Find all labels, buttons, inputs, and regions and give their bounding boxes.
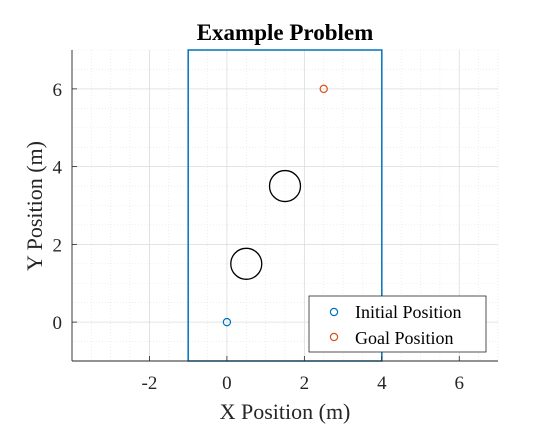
obstacles — [230, 169, 302, 280]
x-tick-label: 6 — [455, 373, 465, 394]
legend-marker-initial-position — [329, 307, 339, 317]
legend-label-goal-position: Goal Position — [355, 328, 454, 348]
legend-marker-goal-position — [329, 332, 339, 342]
chart-title: Example Problem — [197, 20, 374, 45]
data-points — [222, 84, 328, 327]
y-tick-label: 2 — [53, 235, 63, 256]
y-tick-label: 0 — [53, 313, 63, 334]
y-tick-label: 6 — [53, 80, 63, 101]
obstacle-circle-1 — [230, 247, 263, 280]
x-axis-label: X Position (m) — [220, 399, 351, 424]
legend-label-initial-position: Initial Position — [355, 302, 462, 322]
legend-box — [308, 295, 487, 353]
tick-labels: -2 0 2 4 6 0 2 4 6 — [53, 80, 465, 394]
x-tick-label: -2 — [142, 373, 158, 394]
x-tick-label: 2 — [300, 373, 310, 394]
x-tick-label: 0 — [222, 373, 232, 394]
y-tick-label: 4 — [53, 158, 63, 179]
legend[interactable]: Initial Position Goal Position — [308, 295, 487, 353]
x-tick-label: 4 — [377, 373, 387, 394]
data-point-initial-position — [222, 317, 232, 327]
y-axis-label: Y Position (m) — [22, 141, 47, 271]
data-point-goal-position — [319, 84, 328, 94]
obstacle-circle-2 — [268, 169, 302, 203]
axes — [71, 50, 498, 362]
